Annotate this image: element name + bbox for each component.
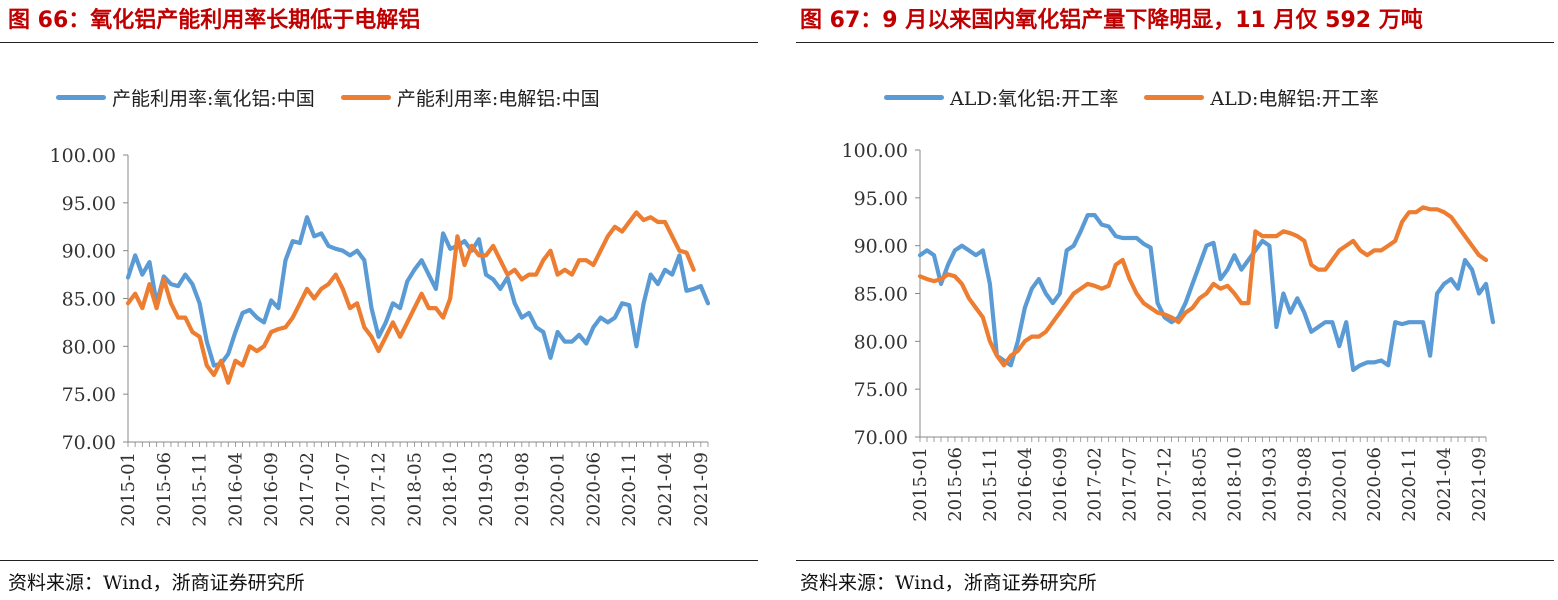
y-tick-label: 95.00 xyxy=(62,193,116,215)
x-tick-label: 2015-06 xyxy=(154,452,175,527)
figure-66-legend: 产能利用率:氧化铝:中国 产能利用率:电解铝:中国 xyxy=(56,83,626,111)
x-tick-label: 2016-09 xyxy=(1050,447,1071,522)
y-tick-label: 90.00 xyxy=(854,236,908,258)
legend-item-alumina-utilization: 产能利用率:氧化铝:中国 xyxy=(56,84,315,111)
x-tick-label: 2019-03 xyxy=(476,452,497,527)
series-line-0 xyxy=(917,213,1496,373)
series-line-1 xyxy=(917,205,1489,368)
y-tick-label: 100.00 xyxy=(842,140,908,162)
legend-swatch-orange xyxy=(340,94,391,100)
figure-66-bottom-rule xyxy=(0,560,758,561)
legend-swatch-blue xyxy=(56,94,106,100)
series-line-0 xyxy=(125,215,711,368)
x-tick-label: 2017-12 xyxy=(369,452,390,527)
figure-66-title: 图 66：氧化铝产能利用率长期低于电解铝 xyxy=(8,8,421,33)
x-tick-label: 2016-09 xyxy=(261,452,282,527)
figure-67-title: 图 67：9 月以来国内氧化铝产量下降明显，11 月仅 592 万吨 xyxy=(800,8,1423,33)
figure-67-chart: 100.0095.0090.0085.0080.0075.0070.002015… xyxy=(842,140,1496,522)
figure-67-panel: 图 67：9 月以来国内氧化铝产量下降明显，11 月仅 592 万吨 100.0… xyxy=(796,0,1556,600)
x-tick-label: 2020-01 xyxy=(1329,447,1350,522)
x-tick-label: 2015-11 xyxy=(980,447,1001,522)
figure-67-bottom-rule xyxy=(796,560,1554,561)
legend-swatch-orange xyxy=(1144,94,1205,100)
x-tick-label: 2017-12 xyxy=(1155,447,1176,522)
y-tick-label: 90.00 xyxy=(62,241,116,263)
legend-item-electrolytic-utilization: 产能利用率:电解铝:中国 xyxy=(340,84,600,111)
series-line-1 xyxy=(125,210,696,385)
x-tick-label: 2015-01 xyxy=(118,452,139,527)
x-tick-label: 2015-01 xyxy=(910,447,931,522)
legend-swatch-blue xyxy=(884,94,944,100)
x-tick-label: 2018-10 xyxy=(1224,447,1245,522)
legend-label: ALD:电解铝:开工率 xyxy=(1210,87,1379,110)
x-tick-label: 2020-06 xyxy=(1364,447,1385,522)
x-tick-label: 2017-02 xyxy=(297,452,318,527)
x-tick-label: 2021-04 xyxy=(655,452,676,527)
legend-item-ald-electrolytic: ALD:电解铝:开工率 xyxy=(1144,84,1379,111)
x-tick-label: 2018-05 xyxy=(1190,447,1211,522)
y-tick-label: 75.00 xyxy=(854,379,908,401)
x-tick-label: 2017-02 xyxy=(1085,447,1106,522)
x-tick-label: 2017-07 xyxy=(333,452,354,527)
x-tick-label: 2020-11 xyxy=(1399,447,1420,522)
x-tick-label: 2019-08 xyxy=(1294,447,1315,522)
x-tick-label: 2015-06 xyxy=(945,447,966,522)
x-tick-label: 2016-04 xyxy=(225,452,246,527)
x-tick-label: 2020-06 xyxy=(583,452,604,527)
x-tick-label: 2020-01 xyxy=(548,452,569,527)
x-tick-label: 2021-09 xyxy=(691,452,712,527)
x-tick-label: 2018-05 xyxy=(404,452,425,527)
figure-66-top-rule xyxy=(0,42,758,43)
x-tick-label: 2017-07 xyxy=(1120,447,1141,522)
figure-66-source: 资料来源：Wind，浙商证券研究所 xyxy=(8,572,305,594)
figure-67-top-rule xyxy=(796,42,1554,43)
figure-67-source: 资料来源：Wind，浙商证券研究所 xyxy=(800,572,1097,594)
x-tick-label: 2021-09 xyxy=(1469,447,1490,522)
y-tick-label: 80.00 xyxy=(62,336,116,358)
legend-label: 产能利用率:氧化铝:中国 xyxy=(112,87,315,110)
x-tick-label: 2015-11 xyxy=(190,452,211,527)
legend-item-ald-alumina: ALD:氧化铝:开工率 xyxy=(884,84,1118,111)
y-tick-label: 75.00 xyxy=(62,384,116,406)
x-tick-label: 2021-04 xyxy=(1434,447,1455,522)
figure-67-legend: ALD:氧化铝:开工率 ALD:电解铝:开工率 xyxy=(884,83,1405,111)
legend-label: ALD:氧化铝:开工率 xyxy=(950,87,1119,110)
x-tick-label: 2016-04 xyxy=(1015,447,1036,522)
y-tick-label: 95.00 xyxy=(854,188,908,210)
y-tick-label: 85.00 xyxy=(62,289,116,311)
x-tick-label: 2019-03 xyxy=(1259,447,1280,522)
x-tick-label: 2019-08 xyxy=(512,452,533,527)
y-tick-label: 100.00 xyxy=(50,145,116,167)
y-tick-label: 70.00 xyxy=(62,432,116,454)
figure-66-chart: 100.0095.0090.0085.0080.0075.0070.002015… xyxy=(50,145,712,527)
x-tick-label: 2018-10 xyxy=(440,452,461,527)
y-tick-label: 80.00 xyxy=(854,331,908,353)
figure-66-panel: 图 66：氧化铝产能利用率长期低于电解铝 100.00 95.00 90.00 85.… xyxy=(0,0,760,600)
x-tick-label: 2020-11 xyxy=(619,452,640,527)
y-tick-label: 70.00 xyxy=(854,427,908,449)
legend-label: 产能利用率:电解铝:中国 xyxy=(396,87,600,110)
y-tick-label: 85.00 xyxy=(854,284,908,306)
